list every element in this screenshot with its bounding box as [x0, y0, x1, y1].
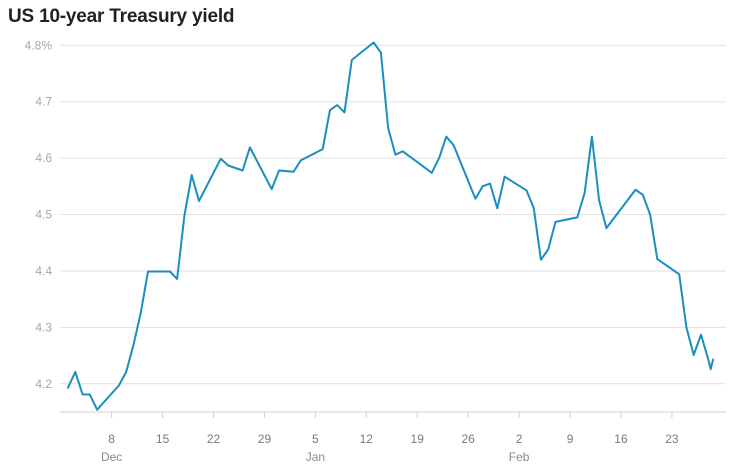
- y-tick-label: 4.8%: [25, 38, 53, 52]
- x-month-label: Feb: [509, 450, 530, 464]
- series-layer: [67, 41, 715, 411]
- y-tick-label: 4.3: [35, 320, 52, 334]
- gridlines: [60, 44, 726, 385]
- x-tick-label: 9: [567, 432, 574, 446]
- x-tick-label: 15: [156, 432, 170, 446]
- x-tick-label: 29: [258, 432, 272, 446]
- x-axis: 8 Dec 15 22 29 5 Jan 12 19 26 2 Feb 9 16 23: [60, 411, 726, 464]
- y-tick-label: 4.6: [35, 151, 52, 165]
- chart-title: US 10-year Treasury yield: [8, 6, 235, 27]
- x-month-label: Dec: [101, 450, 122, 464]
- x-month-label: Jan: [306, 450, 325, 464]
- x-tick-label: 23: [665, 432, 679, 446]
- y-axis-labels: 4.8% 4.7 4.6 4.5 4.4 4.3 4.2: [25, 38, 53, 391]
- y-tick-label: 4.4: [35, 264, 52, 278]
- x-tick-label: 19: [411, 432, 425, 446]
- x-tick-label: 12: [360, 432, 374, 446]
- x-tick-label: 2: [516, 432, 523, 446]
- x-tick-label: 16: [614, 432, 628, 446]
- x-tick-label: 26: [461, 432, 475, 446]
- x-tick-label: 8: [108, 432, 115, 446]
- series-line: [67, 41, 715, 411]
- y-tick-label: 4.5: [35, 208, 52, 222]
- x-tick-label: 22: [207, 432, 221, 446]
- y-tick-label: 4.7: [35, 95, 52, 109]
- x-tick-label: 5: [312, 432, 319, 446]
- y-tick-label: 4.2: [35, 377, 52, 391]
